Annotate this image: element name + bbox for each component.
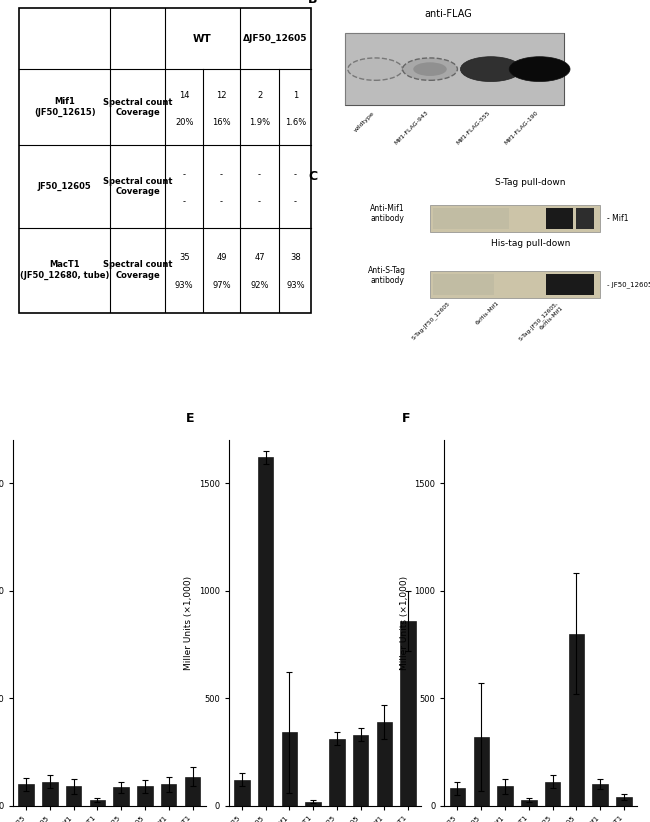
Text: 16%: 16% [212,118,231,127]
Text: -: - [183,169,186,178]
Text: 38: 38 [290,253,301,262]
Text: Mif1-FLAG-555: Mif1-FLAG-555 [455,110,491,145]
Bar [546,275,594,295]
Circle shape [402,58,458,81]
Bar [569,634,584,806]
Text: -: - [258,197,261,206]
Bar [42,782,58,806]
Text: Spectral count
Coverage: Spectral count Coverage [103,98,172,117]
Text: 35: 35 [179,253,190,262]
Bar [430,205,601,232]
Text: Mif1
(JF50_12615): Mif1 (JF50_12615) [34,98,96,117]
Bar [185,777,200,806]
Text: 1.6%: 1.6% [285,118,306,127]
Text: S-Tag pull-down: S-Tag pull-down [495,178,566,187]
Text: -: - [220,197,223,206]
Y-axis label: Miller Units (×1,000): Miller Units (×1,000) [400,575,409,670]
Text: 6xHis-Mif1: 6xHis-Mif1 [474,300,500,326]
Bar [377,722,392,806]
Bar [90,800,105,806]
Bar [234,780,250,806]
Text: 49: 49 [216,253,227,262]
Text: F: F [402,413,411,426]
Text: MacT1
(JF50_12680, tube): MacT1 (JF50_12680, tube) [20,261,109,280]
Bar [497,786,513,806]
Text: anti-FLAG: anti-FLAG [424,10,472,20]
Text: -: - [183,197,186,206]
Text: -: - [258,169,261,178]
Circle shape [413,62,447,76]
Bar [161,784,176,806]
Text: wildtype: wildtype [353,110,375,132]
Text: E: E [187,413,195,426]
Text: Spectral count
Coverage: Spectral count Coverage [103,261,172,279]
Text: 97%: 97% [212,281,231,290]
Bar [592,784,608,806]
Bar [546,208,573,229]
Text: 92%: 92% [250,281,269,290]
Text: - Mif1: - Mif1 [606,214,628,223]
Text: 47: 47 [254,253,265,262]
Circle shape [460,57,521,81]
Bar [114,787,129,806]
Bar [400,621,416,806]
Bar [545,782,560,806]
Text: Anti-S-Tag
antibody: Anti-S-Tag antibody [369,266,406,285]
Bar [521,800,536,806]
Bar [450,788,465,806]
Text: 1.9%: 1.9% [249,118,270,127]
Bar [66,786,81,806]
Circle shape [348,58,402,81]
Text: -: - [220,169,223,178]
Bar [344,33,564,105]
Bar [433,208,509,229]
Bar [353,735,369,806]
Text: B: B [308,0,318,6]
Bar [137,786,153,806]
Bar [616,797,632,806]
Text: 93%: 93% [175,281,194,290]
Text: ΔJF50_12605: ΔJF50_12605 [243,34,308,44]
Text: - JF50_12605: - JF50_12605 [606,281,650,288]
Text: Mif1-FLAG-190: Mif1-FLAG-190 [504,110,540,146]
Circle shape [509,57,570,81]
Bar [18,784,34,806]
Text: 20%: 20% [175,118,194,127]
Text: -: - [294,197,297,206]
Text: Spectral count
Coverage: Spectral count Coverage [103,177,172,196]
Text: S-Tag-JF50_12605,
6xHis-Mif1: S-Tag-JF50_12605, 6xHis-Mif1 [518,300,564,347]
Bar [433,275,494,295]
Bar [430,270,601,298]
Text: JF50_12605: JF50_12605 [38,182,92,191]
Text: WT: WT [193,34,212,44]
Y-axis label: Miller Units (×1,000): Miller Units (×1,000) [184,575,193,670]
Bar [258,457,273,806]
Bar [281,732,297,806]
Bar [329,739,344,806]
Text: S-Tag-JF50_12605: S-Tag-JF50_12605 [411,300,451,341]
Bar [474,737,489,806]
Text: 1: 1 [292,90,298,99]
Text: 2: 2 [257,90,262,99]
Text: Anti-Mif1
antibody: Anti-Mif1 antibody [370,204,405,223]
Text: 93%: 93% [286,281,305,290]
Text: C: C [308,170,317,183]
Text: -: - [294,169,297,178]
Text: His-tag pull-down: His-tag pull-down [491,239,570,248]
Text: Mif1-FLAG-943: Mif1-FLAG-943 [394,110,430,146]
Text: 14: 14 [179,90,189,99]
Text: 12: 12 [216,90,227,99]
Bar [306,801,321,806]
Bar [344,33,564,105]
Bar [576,208,594,229]
